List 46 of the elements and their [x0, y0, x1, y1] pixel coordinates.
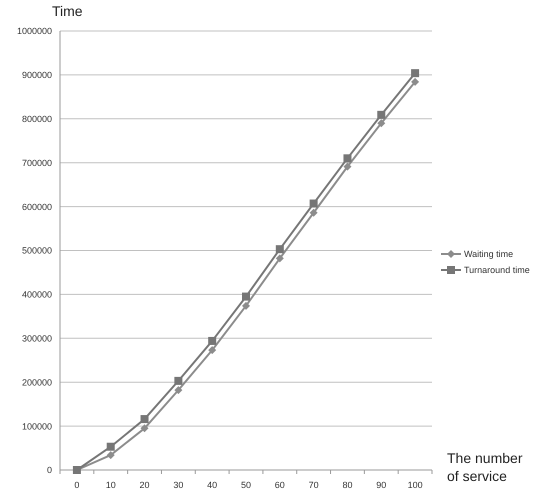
y-tick-label: 400000: [22, 290, 52, 300]
x-tick-label: 40: [207, 480, 218, 490]
x-tick-label: 10: [106, 480, 116, 490]
point: [208, 336, 216, 345]
y-tick-label: 900000: [22, 70, 52, 80]
y-axis-title: Time: [52, 3, 83, 19]
point: [242, 302, 250, 310]
y-tick-label: 800000: [22, 114, 52, 124]
y-tick-label: 100000: [22, 421, 52, 432]
point: [242, 292, 250, 301]
x-tick-label: 20: [140, 480, 150, 490]
x-tick-label: 0: [74, 480, 80, 490]
x-tick-label: 50: [240, 480, 252, 490]
x-tick-label: 70: [308, 480, 319, 490]
point: [377, 110, 386, 119]
point: [208, 346, 216, 354]
point: [140, 424, 149, 432]
x-axis-title: The number of service: [447, 450, 523, 484]
x-tick-label: 30: [173, 480, 184, 490]
point: [174, 376, 182, 385]
point: [310, 208, 318, 217]
y-tick-label: 200000: [22, 377, 52, 388]
y-tick-label: 300000: [22, 333, 52, 344]
point: [276, 254, 284, 262]
y-tick-label: 1000000: [16, 26, 52, 36]
point: [106, 442, 115, 451]
legend-label: Turnaround time: [464, 265, 530, 276]
y-tick-label: 700000: [22, 158, 52, 168]
x-tick-label: 100: [408, 480, 423, 490]
x-tick-label: 60: [274, 480, 285, 490]
y-tick-label: 500000: [22, 246, 52, 256]
point: [377, 119, 386, 128]
point: [411, 69, 420, 78]
x-tick-label: 90: [376, 480, 386, 490]
point: [276, 245, 284, 254]
legend-label: Waiting time: [464, 249, 514, 260]
point: [343, 154, 352, 162]
point: [140, 415, 149, 424]
y-tick-label: 600000: [22, 202, 52, 212]
point: [174, 386, 182, 394]
y-tick-label: 0: [46, 465, 52, 476]
point: [106, 451, 115, 460]
point: [343, 162, 352, 171]
x-tick-label: 80: [342, 480, 352, 490]
point: [310, 200, 318, 208]
point: [411, 78, 420, 86]
